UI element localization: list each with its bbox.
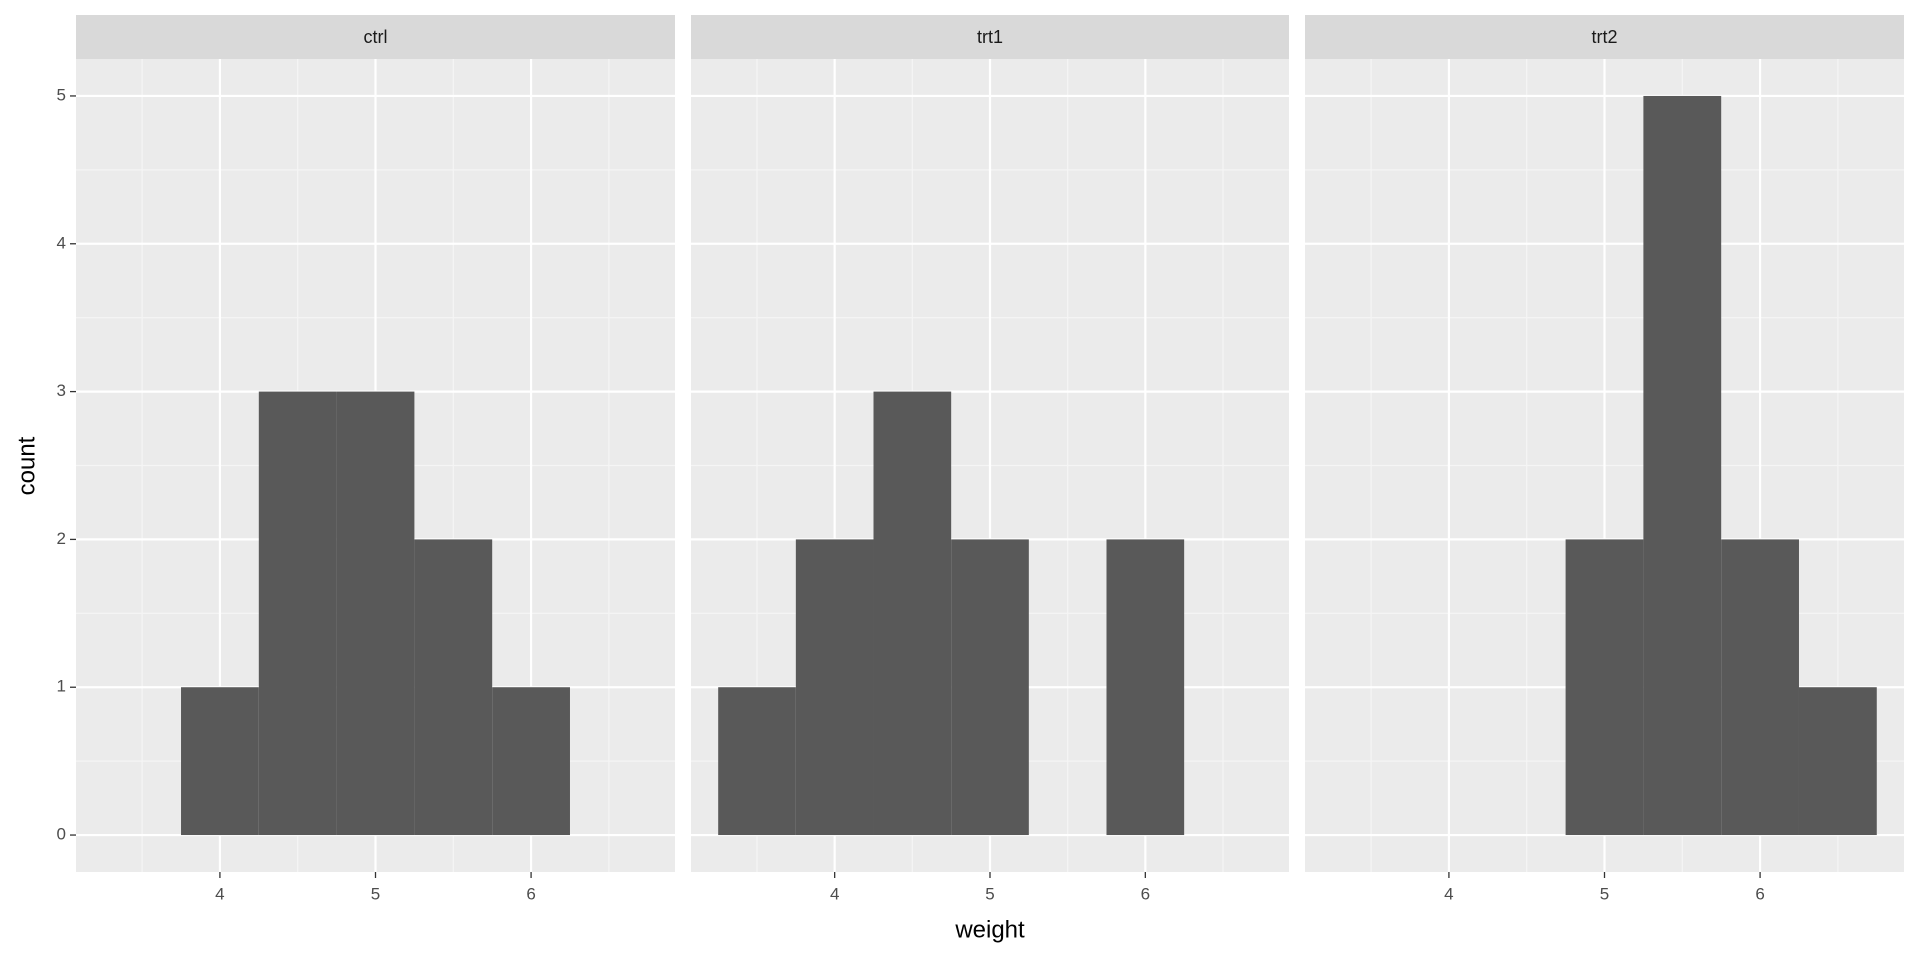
x-tick-label: 5 — [1600, 884, 1609, 903]
x-tick-label: 6 — [1141, 884, 1150, 903]
bar — [1106, 539, 1185, 836]
bar — [1565, 539, 1644, 836]
y-tick-label: 4 — [57, 233, 66, 252]
bar — [795, 539, 874, 836]
x-tick-label: 4 — [1444, 884, 1453, 903]
bar — [951, 539, 1029, 836]
x-tick-label: 6 — [526, 884, 535, 903]
bar — [718, 687, 796, 836]
y-tick-label: 5 — [57, 85, 66, 104]
y-axis-title: count — [13, 436, 40, 495]
bar — [492, 687, 570, 836]
x-tick-label: 5 — [371, 884, 380, 903]
bar — [1643, 95, 1722, 836]
bar — [181, 687, 259, 836]
y-tick-label: 3 — [57, 381, 66, 400]
strip-label: trt2 — [1591, 27, 1617, 47]
bar — [1721, 539, 1799, 836]
strip-label: ctrl — [364, 27, 388, 47]
bar — [258, 391, 337, 836]
x-tick-label: 4 — [830, 884, 839, 903]
strip-label: trt1 — [977, 27, 1003, 47]
strip-background — [76, 15, 675, 59]
strip-background — [691, 15, 1289, 59]
x-tick-label: 4 — [215, 884, 224, 903]
y-tick-label: 1 — [57, 677, 66, 696]
x-tick-label: 6 — [1755, 884, 1764, 903]
y-tick-label: 2 — [57, 529, 66, 548]
bar — [873, 391, 952, 836]
bar — [336, 391, 415, 836]
x-axis-title: weight — [954, 916, 1025, 943]
y-tick-label: 0 — [57, 825, 66, 844]
bar — [414, 539, 493, 836]
strip-background — [1305, 15, 1904, 59]
bar — [1798, 687, 1877, 836]
x-tick-label: 5 — [985, 884, 994, 903]
